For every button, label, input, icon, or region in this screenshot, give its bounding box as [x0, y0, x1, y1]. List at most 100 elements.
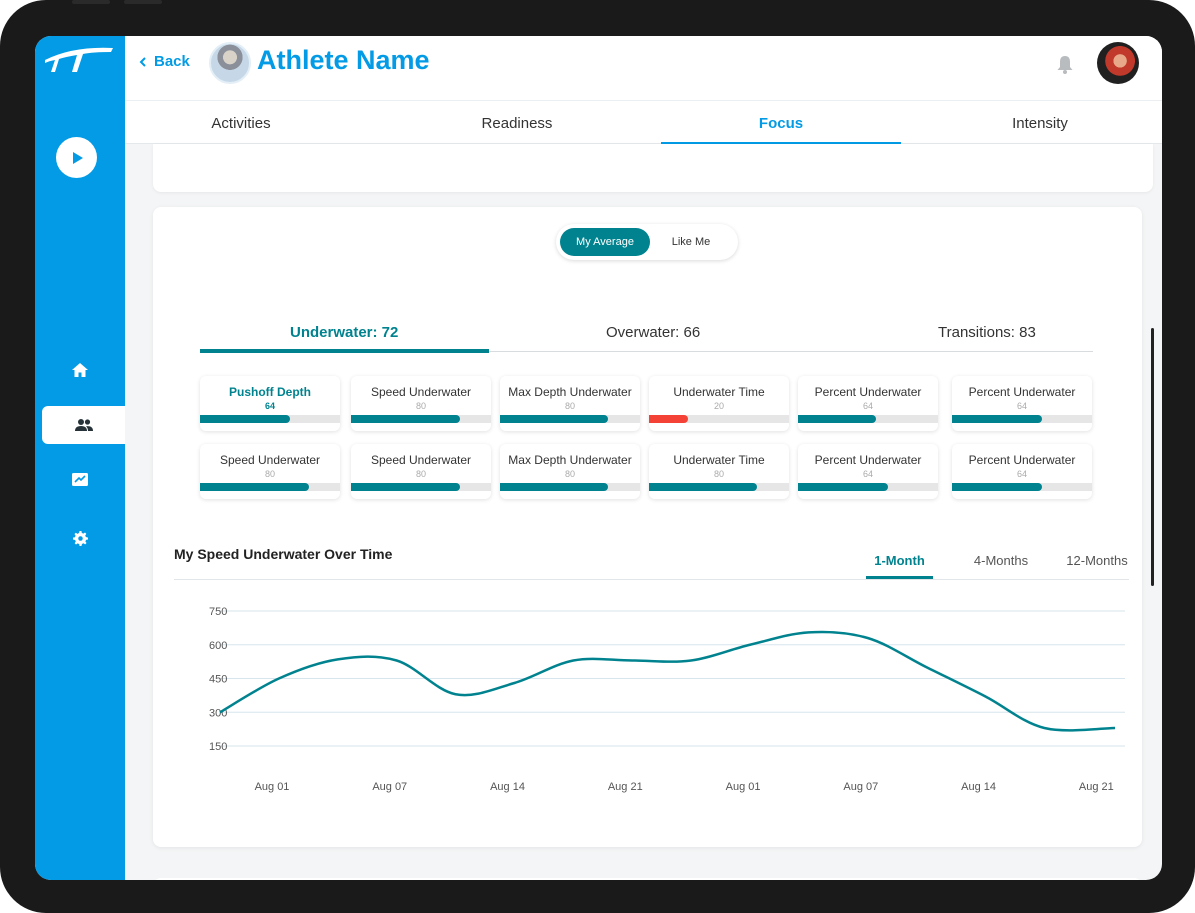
- range-12-months[interactable]: 12-Months: [1066, 553, 1128, 568]
- metric-label: Percent Underwater: [814, 385, 922, 399]
- metric-progress-fill: [952, 415, 1042, 423]
- chart-title: My Speed Underwater Over Time: [174, 546, 393, 562]
- metric-card[interactable]: Percent Underwater 64: [798, 444, 938, 499]
- metric-card[interactable]: Speed Underwater 80: [351, 444, 491, 499]
- toggle-my-average[interactable]: My Average: [560, 228, 650, 256]
- chevron-left-icon: [139, 56, 146, 67]
- subtab-transitions[interactable]: Transitions: 83: [938, 323, 1036, 341]
- metric-progress-track: [952, 415, 1092, 423]
- metric-progress-fill: [952, 483, 1042, 491]
- metric-progress-fill: [200, 483, 310, 491]
- average-toggle: My Average Like Me: [556, 224, 738, 260]
- subtab-underwater[interactable]: Underwater: 72: [290, 323, 399, 341]
- previous-card: [153, 144, 1153, 192]
- metric-card[interactable]: Underwater Time 80: [649, 444, 789, 499]
- play-button[interactable]: [56, 137, 97, 178]
- y-tick-label: 450: [209, 674, 227, 686]
- metric-value: 80: [415, 469, 426, 479]
- metric-progress-track: [649, 483, 789, 491]
- athlete-avatar: [209, 42, 251, 84]
- metric-label: Underwater Time: [673, 385, 765, 399]
- tab-readiness[interactable]: Readiness: [481, 114, 553, 132]
- app-screen: Back Athlete Name Activities Readiness F…: [35, 36, 1162, 880]
- metric-progress-fill: [351, 483, 461, 491]
- metric-card[interactable]: Percent Underwater 64: [952, 376, 1092, 431]
- y-tick-label: 600: [209, 640, 227, 652]
- metric-card[interactable]: Speed Underwater 80: [351, 376, 491, 431]
- subtab-active-indicator: [200, 349, 489, 353]
- x-tick-label: Aug 14: [961, 781, 996, 793]
- x-tick-label: Aug 07: [372, 781, 407, 793]
- metric-progress-fill: [649, 415, 689, 423]
- metric-value: 80: [564, 469, 575, 479]
- x-tick-label: Aug 01: [726, 781, 761, 793]
- metric-label: Max Depth Underwater: [508, 453, 632, 467]
- x-tick-label: Aug 21: [608, 781, 643, 793]
- tab-intensity[interactable]: Intensity: [1012, 114, 1068, 132]
- metric-label: Percent Underwater: [968, 453, 1076, 467]
- metric-value: 20: [713, 401, 724, 411]
- metric-value: 80: [264, 469, 275, 479]
- nav-athletes[interactable]: [42, 406, 125, 444]
- metric-label: Percent Underwater: [968, 385, 1076, 399]
- metric-card[interactable]: Underwater Time 20: [649, 376, 789, 431]
- metric-progress-fill: [500, 483, 608, 491]
- scrollbar[interactable]: [1151, 328, 1154, 586]
- nav-home[interactable]: [35, 351, 125, 389]
- metric-progress-fill: [500, 415, 608, 423]
- metric-progress-fill: [649, 483, 757, 491]
- metric-progress-track: [952, 483, 1092, 491]
- focus-card: [153, 207, 1142, 847]
- bell-icon[interactable]: [1057, 55, 1073, 74]
- metric-value: 64: [862, 401, 873, 411]
- nav-inbox[interactable]: [35, 460, 125, 498]
- metric-card[interactable]: Percent Underwater 64: [798, 376, 938, 431]
- metric-card[interactable]: Pushoff Depth 64: [200, 376, 340, 431]
- sidebar: [35, 36, 125, 880]
- metric-card[interactable]: Max Depth Underwater 80: [500, 376, 640, 431]
- toggle-like-me[interactable]: Like Me: [671, 236, 711, 248]
- y-tick-label: 750: [209, 606, 227, 618]
- metric-card[interactable]: Speed Underwater 80: [200, 444, 340, 499]
- metric-label: Percent Underwater: [814, 453, 922, 467]
- chart-header-divider: [174, 579, 1129, 580]
- category-tabs: Underwater: 72 Overwater: 66 Transitions…: [200, 314, 1093, 353]
- metric-progress-track: [500, 415, 640, 423]
- nav-settings[interactable]: [35, 519, 125, 557]
- brand-logo: [45, 47, 113, 72]
- metric-progress-fill: [798, 483, 888, 491]
- back-label: Back: [154, 53, 190, 70]
- user-avatar[interactable]: [1097, 42, 1139, 84]
- metric-progress-track: [649, 415, 789, 423]
- range-4-months[interactable]: 4-Months: [973, 553, 1029, 568]
- gear-icon: [72, 530, 88, 546]
- metric-progress-track: [351, 415, 491, 423]
- x-tick-label: Aug 07: [843, 781, 878, 793]
- metric-label: Pushoff Depth: [229, 385, 311, 399]
- metric-card[interactable]: Max Depth Underwater 80: [500, 444, 640, 499]
- metric-card[interactable]: Percent Underwater 64: [952, 444, 1092, 499]
- metric-value: 64: [1016, 401, 1027, 411]
- metric-value: 80: [415, 401, 426, 411]
- range-1-month[interactable]: 1-Month: [866, 553, 933, 579]
- back-button[interactable]: Back: [139, 53, 190, 70]
- series-line: [219, 630, 1116, 732]
- top-header: Back Athlete Name: [125, 36, 1162, 100]
- tab-activities[interactable]: Activities: [211, 114, 271, 132]
- subtab-overwater[interactable]: Overwater: 66: [606, 323, 701, 341]
- device-button: [124, 0, 162, 4]
- metric-label: Speed Underwater: [219, 453, 321, 467]
- metric-value: 80: [564, 401, 575, 411]
- metric-label: Speed Underwater: [370, 453, 472, 467]
- metric-progress-fill: [798, 415, 877, 423]
- tab-focus[interactable]: Focus: [661, 101, 901, 146]
- metric-label: Max Depth Underwater: [508, 385, 632, 399]
- metric-progress-fill: [200, 415, 290, 423]
- metric-label: Speed Underwater: [370, 385, 472, 399]
- home-icon: [72, 363, 88, 377]
- main-tabs: Activities Readiness Focus Intensity: [125, 100, 1162, 146]
- metric-value: 64: [862, 469, 873, 479]
- device-button: [72, 0, 110, 4]
